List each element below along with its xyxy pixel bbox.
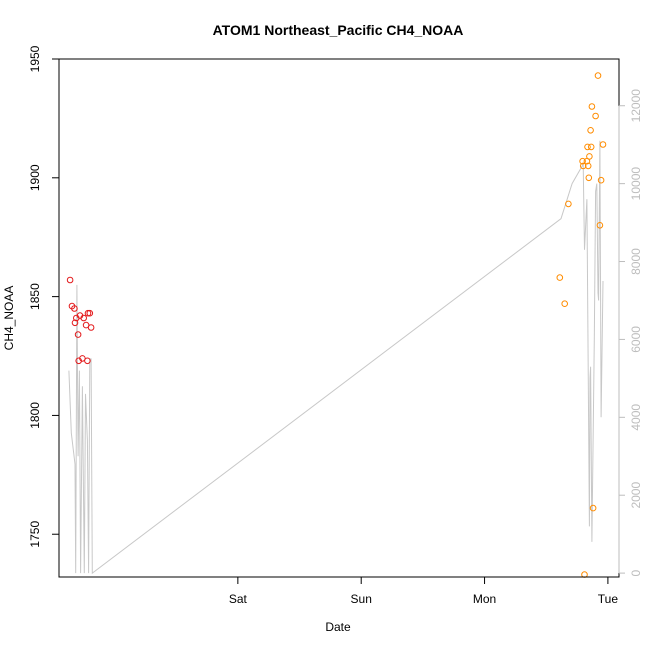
data-point (86, 309, 94, 317)
right-tick-label: 2000 (629, 482, 643, 509)
right-tick-label: 12000 (629, 89, 643, 123)
data-point (80, 314, 87, 322)
chart-title: ATOM1 Northeast_Pacific CH4_NOAA (213, 22, 464, 38)
data-point (588, 103, 596, 110)
data-point (592, 112, 599, 120)
axes-layer: Sat Sun Mon Tue 1750 1800 1850 1900 1950 0 2000 400… (28, 45, 643, 606)
data-point (579, 162, 587, 170)
data-point (66, 276, 74, 284)
data-point (71, 305, 78, 312)
data-point (586, 153, 593, 160)
data-point (596, 222, 604, 229)
data-point (579, 157, 586, 165)
data-point (84, 357, 91, 365)
right-tick-label: 6000 (629, 326, 643, 353)
data-point (584, 143, 591, 151)
y-axis-label: CH4_NOAA (2, 286, 16, 351)
x-tick-label: Mon (473, 592, 496, 606)
x-tick-label: Sat (229, 592, 248, 606)
right-tick-label: 8000 (629, 248, 643, 275)
y-tick-label: 1950 (28, 45, 42, 72)
data-point (74, 331, 82, 338)
x-tick-label: Sun (351, 592, 372, 606)
altitude-line (68, 140, 604, 575)
data-point (587, 143, 595, 151)
plot-frame (58, 58, 620, 578)
x-axis-label: Date (325, 620, 351, 634)
data-point (556, 274, 564, 281)
y-tick-label: 1800 (28, 402, 42, 429)
altitude-layer (68, 140, 604, 575)
data-point (589, 504, 597, 512)
right-tick-label: 4000 (629, 404, 643, 431)
data-point (561, 300, 569, 308)
data-point (84, 309, 92, 317)
y-tick-label: 1850 (28, 283, 42, 310)
data-point (599, 141, 607, 148)
data-point (587, 127, 594, 134)
right-tick-label: 10000 (629, 167, 643, 201)
data-point (71, 319, 79, 327)
x-tick-label: Tue (598, 592, 619, 606)
data-point (565, 200, 572, 208)
data-point (87, 324, 95, 331)
data-point (594, 72, 602, 79)
data-point (584, 162, 592, 170)
data-point (585, 174, 593, 182)
y-tick-label: 1900 (28, 164, 42, 191)
y-tick-label: 1750 (28, 521, 42, 548)
right-tick-label: 0 (629, 569, 643, 576)
points-layer (66, 72, 607, 578)
data-point (597, 176, 605, 184)
